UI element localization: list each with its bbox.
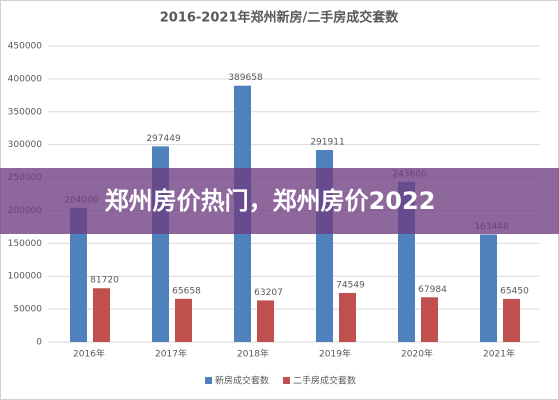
x-tick-label: 2018年 <box>237 348 269 360</box>
bar <box>421 297 438 342</box>
value-label: 63207 <box>254 288 283 298</box>
x-tick-label: 2020年 <box>401 348 433 360</box>
value-label: 67984 <box>418 285 447 295</box>
bar <box>70 207 87 342</box>
bar <box>503 298 520 342</box>
y-tick-label: 150000 <box>8 239 43 249</box>
bar <box>93 288 110 342</box>
bar <box>480 234 497 342</box>
banner-text: 郑州房价热门，郑州房价2022 <box>105 187 436 215</box>
y-tick-label: 450000 <box>8 42 43 52</box>
y-tick-label: 300000 <box>8 140 43 150</box>
bar <box>257 300 274 342</box>
y-tick-label: 100000 <box>8 272 43 282</box>
value-label: 65658 <box>172 286 201 296</box>
x-tick-label: 2019年 <box>319 348 351 360</box>
value-label: 291911 <box>310 137 344 147</box>
x-tick-label: 2016年 <box>73 348 105 360</box>
banner <box>0 168 559 234</box>
value-label: 389658 <box>228 73 263 83</box>
legend-swatch <box>283 377 291 384</box>
y-tick-label: 350000 <box>8 107 43 117</box>
y-tick-label: 0 <box>36 338 42 348</box>
x-tick-label: 2017年 <box>155 348 187 360</box>
x-tick-label: 2021年 <box>483 348 515 360</box>
legend-swatch <box>205 377 212 384</box>
value-label: 74549 <box>336 280 365 290</box>
legend-label: 二手房成交套数 <box>293 375 356 387</box>
y-tick-label: 50000 <box>13 305 42 315</box>
value-label: 81720 <box>90 276 119 286</box>
chart-title: 2016-2021年郑州新房/二手房成交套数 <box>160 10 400 26</box>
y-tick-label: 400000 <box>8 74 43 84</box>
bar <box>339 292 356 342</box>
value-label: 297449 <box>146 134 181 144</box>
bar <box>175 298 192 342</box>
value-label: 65450 <box>500 286 529 296</box>
legend-label: 新房成交套数 <box>215 375 269 387</box>
